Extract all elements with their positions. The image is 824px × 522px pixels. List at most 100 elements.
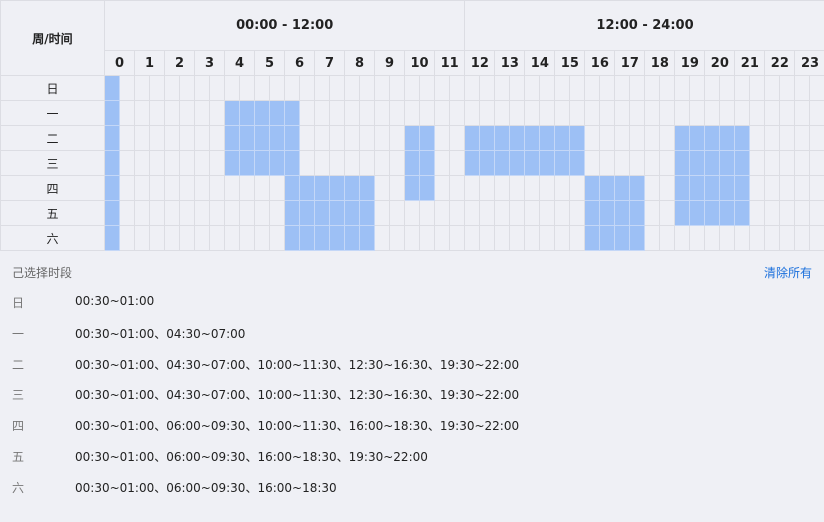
time-slot-cell[interactable] bbox=[554, 200, 571, 226]
time-slot-cell[interactable] bbox=[494, 125, 511, 151]
time-slot-cell[interactable] bbox=[194, 100, 210, 126]
time-slot-cell[interactable] bbox=[254, 75, 270, 101]
time-slot-cell[interactable] bbox=[344, 75, 360, 101]
time-slot-cell[interactable] bbox=[134, 150, 150, 176]
time-slot-cell[interactable] bbox=[599, 125, 616, 151]
time-slot-cell[interactable] bbox=[524, 75, 541, 101]
time-slot-cell[interactable] bbox=[569, 175, 586, 201]
time-slot-cell[interactable] bbox=[464, 100, 481, 126]
time-slot-cell[interactable] bbox=[164, 125, 180, 151]
time-slot-cell[interactable] bbox=[448, 225, 466, 251]
time-slot-cell[interactable] bbox=[794, 100, 811, 126]
time-slot-cell[interactable] bbox=[509, 125, 526, 151]
time-slot-cell[interactable] bbox=[554, 225, 571, 251]
time-slot-cell[interactable] bbox=[749, 100, 766, 126]
time-slot-cell[interactable] bbox=[809, 100, 824, 126]
time-slot-cell[interactable] bbox=[389, 100, 405, 126]
time-slot-cell[interactable] bbox=[194, 75, 210, 101]
time-slot-cell[interactable] bbox=[719, 100, 736, 126]
time-slot-cell[interactable] bbox=[509, 175, 526, 201]
time-slot-cell[interactable] bbox=[164, 200, 180, 226]
time-slot-cell[interactable] bbox=[404, 175, 420, 201]
time-slot-cell[interactable] bbox=[464, 150, 481, 176]
time-slot-cell[interactable] bbox=[524, 125, 541, 151]
time-slot-cell[interactable] bbox=[209, 100, 225, 126]
time-slot-cell[interactable] bbox=[614, 175, 631, 201]
time-slot-cell[interactable] bbox=[254, 150, 270, 176]
time-slot-cell[interactable] bbox=[448, 150, 466, 176]
time-slot-cell[interactable] bbox=[404, 125, 420, 151]
time-slot-cell[interactable] bbox=[284, 125, 300, 151]
time-slot-cell[interactable] bbox=[239, 200, 255, 226]
time-slot-cell[interactable] bbox=[434, 75, 450, 101]
time-slot-cell[interactable] bbox=[644, 75, 661, 101]
time-slot-cell[interactable] bbox=[794, 125, 811, 151]
time-slot-cell[interactable] bbox=[344, 200, 360, 226]
time-slot-cell[interactable] bbox=[209, 175, 225, 201]
time-slot-cell[interactable] bbox=[614, 100, 631, 126]
time-slot-cell[interactable] bbox=[659, 175, 676, 201]
time-slot-cell[interactable] bbox=[569, 150, 586, 176]
time-slot-cell[interactable] bbox=[104, 75, 120, 101]
time-slot-cell[interactable] bbox=[299, 100, 315, 126]
time-slot-cell[interactable] bbox=[674, 100, 691, 126]
time-slot-cell[interactable] bbox=[734, 200, 751, 226]
clear-all-link[interactable]: 清除所有 bbox=[763, 266, 812, 280]
time-slot-cell[interactable] bbox=[104, 125, 120, 151]
time-slot-cell[interactable] bbox=[764, 100, 781, 126]
time-slot-cell[interactable] bbox=[314, 175, 330, 201]
time-slot-cell[interactable] bbox=[674, 125, 691, 151]
time-slot-cell[interactable] bbox=[374, 225, 390, 251]
time-slot-cell[interactable] bbox=[359, 125, 375, 151]
time-slot-cell[interactable] bbox=[344, 150, 360, 176]
time-slot-cell[interactable] bbox=[104, 200, 120, 226]
time-slot-cell[interactable] bbox=[479, 175, 496, 201]
time-slot-cell[interactable] bbox=[539, 175, 556, 201]
time-slot-cell[interactable] bbox=[614, 200, 631, 226]
time-slot-cell[interactable] bbox=[269, 100, 285, 126]
time-slot-cell[interactable] bbox=[629, 200, 646, 226]
time-slot-cell[interactable] bbox=[419, 100, 435, 126]
time-slot-cell[interactable] bbox=[809, 200, 824, 226]
time-slot-cell[interactable] bbox=[389, 150, 405, 176]
time-slot-cell[interactable] bbox=[419, 150, 435, 176]
time-slot-cell[interactable] bbox=[674, 150, 691, 176]
time-slot-cell[interactable] bbox=[359, 100, 375, 126]
time-slot-cell[interactable] bbox=[494, 75, 511, 101]
time-slot-cell[interactable] bbox=[599, 200, 616, 226]
time-slot-cell[interactable] bbox=[194, 150, 210, 176]
time-slot-cell[interactable] bbox=[629, 75, 646, 101]
time-slot-cell[interactable] bbox=[389, 225, 405, 251]
time-slot-cell[interactable] bbox=[224, 100, 240, 126]
time-slot-cell[interactable] bbox=[644, 225, 661, 251]
time-slot-cell[interactable] bbox=[284, 75, 300, 101]
time-slot-cell[interactable] bbox=[554, 125, 571, 151]
time-slot-cell[interactable] bbox=[674, 175, 691, 201]
time-slot-cell[interactable] bbox=[179, 75, 195, 101]
time-slot-cell[interactable] bbox=[659, 225, 676, 251]
time-slot-cell[interactable] bbox=[689, 175, 706, 201]
time-slot-cell[interactable] bbox=[344, 100, 360, 126]
time-slot-cell[interactable] bbox=[314, 225, 330, 251]
time-slot-cell[interactable] bbox=[524, 150, 541, 176]
time-slot-cell[interactable] bbox=[779, 225, 796, 251]
time-slot-cell[interactable] bbox=[359, 200, 375, 226]
time-slot-cell[interactable] bbox=[614, 150, 631, 176]
time-slot-cell[interactable] bbox=[584, 125, 601, 151]
time-slot-cell[interactable] bbox=[314, 75, 330, 101]
time-slot-cell[interactable] bbox=[119, 200, 135, 226]
time-slot-cell[interactable] bbox=[404, 225, 420, 251]
time-slot-cell[interactable] bbox=[344, 175, 360, 201]
time-slot-cell[interactable] bbox=[149, 200, 165, 226]
time-slot-cell[interactable] bbox=[404, 100, 420, 126]
time-slot-cell[interactable] bbox=[434, 175, 450, 201]
time-slot-cell[interactable] bbox=[599, 175, 616, 201]
time-slot-cell[interactable] bbox=[749, 75, 766, 101]
time-slot-cell[interactable] bbox=[734, 75, 751, 101]
time-slot-cell[interactable] bbox=[749, 150, 766, 176]
time-slot-cell[interactable] bbox=[584, 200, 601, 226]
time-slot-cell[interactable] bbox=[239, 175, 255, 201]
time-slot-cell[interactable] bbox=[794, 175, 811, 201]
time-slot-cell[interactable] bbox=[779, 100, 796, 126]
time-slot-cell[interactable] bbox=[179, 150, 195, 176]
